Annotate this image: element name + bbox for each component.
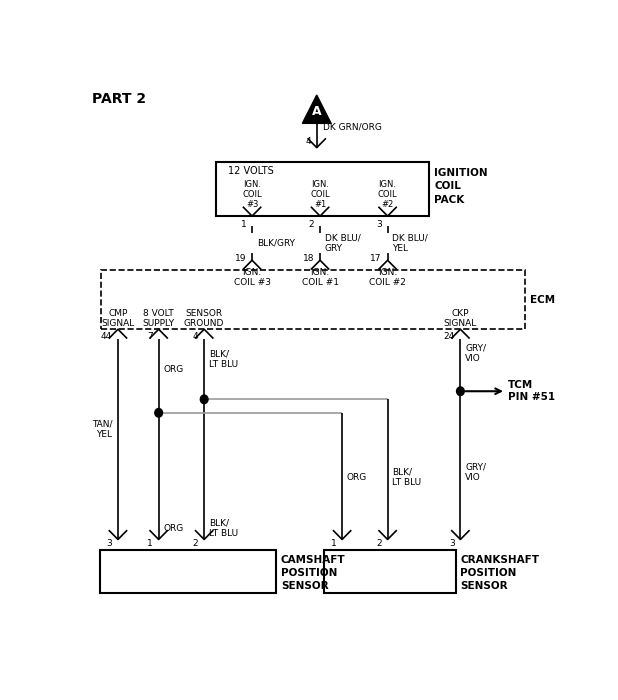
Text: DK BLU/
GRY: DK BLU/ GRY [325, 233, 361, 253]
Text: IGN.
COIL
#3: IGN. COIL #3 [242, 180, 262, 209]
Text: IGN.
COIL #2: IGN. COIL #2 [369, 268, 406, 287]
Text: ORG: ORG [347, 473, 367, 482]
Text: IGN.
COIL #1: IGN. COIL #1 [302, 268, 339, 287]
Text: GRY/
VIO: GRY/ VIO [465, 463, 486, 482]
Text: 2: 2 [309, 220, 315, 230]
Text: TAN/
YEL: TAN/ YEL [91, 419, 112, 439]
Text: 3: 3 [376, 220, 382, 230]
Text: BLK/GRY: BLK/GRY [257, 239, 295, 248]
Text: 1: 1 [147, 539, 153, 547]
Text: 3: 3 [106, 539, 112, 547]
Text: CKP
SIGNAL: CKP SIGNAL [444, 309, 477, 328]
Text: 2: 2 [193, 539, 198, 547]
Circle shape [200, 395, 208, 404]
Text: 12 VOLTS: 12 VOLTS [228, 166, 274, 176]
Text: CRANKSHAFT
POSITION
SENSOR: CRANKSHAFT POSITION SENSOR [460, 554, 540, 591]
Polygon shape [302, 95, 331, 123]
Text: ORG: ORG [163, 524, 184, 533]
Text: TCM
PIN #51: TCM PIN #51 [509, 380, 556, 402]
Text: BLK/
LT BLU: BLK/ LT BLU [209, 349, 238, 369]
Text: PART 2: PART 2 [91, 92, 146, 106]
Text: 8 VOLT
SUPPLY: 8 VOLT SUPPLY [143, 309, 175, 328]
Text: 3: 3 [449, 539, 455, 547]
Text: IGN.
COIL #3: IGN. COIL #3 [234, 268, 271, 287]
Text: 4: 4 [305, 137, 311, 146]
Text: A: A [312, 105, 321, 118]
Text: GRY/
VIO: GRY/ VIO [465, 344, 486, 363]
Circle shape [457, 387, 464, 395]
Text: BLK/
LT BLU: BLK/ LT BLU [392, 468, 421, 487]
Text: 1: 1 [331, 539, 336, 547]
Text: 2: 2 [376, 539, 382, 547]
FancyBboxPatch shape [100, 550, 276, 594]
Text: 17: 17 [370, 253, 382, 262]
Text: 7: 7 [147, 332, 153, 341]
Text: CAMSHAFT
POSITION
SENSOR: CAMSHAFT POSITION SENSOR [281, 554, 345, 591]
Text: SENSOR
GROUND: SENSOR GROUND [184, 309, 224, 328]
FancyBboxPatch shape [216, 162, 430, 216]
Text: IGN.
COIL
#1: IGN. COIL #1 [310, 180, 330, 209]
Circle shape [155, 409, 163, 417]
Text: troubleshootmyvehicle.com: troubleshootmyvehicle.com [240, 188, 405, 201]
Text: ORG: ORG [163, 365, 184, 375]
Text: 4: 4 [193, 332, 198, 341]
Text: IGN.
COIL
#2: IGN. COIL #2 [378, 180, 397, 209]
Text: IGNITION
COIL
PACK: IGNITION COIL PACK [434, 168, 488, 204]
Text: 44: 44 [101, 332, 112, 341]
Text: ECM: ECM [530, 295, 555, 304]
Text: DK BLU/
YEL: DK BLU/ YEL [392, 233, 428, 253]
FancyBboxPatch shape [324, 550, 455, 594]
Text: 18: 18 [303, 253, 315, 262]
Text: DK GRN/ORG: DK GRN/ORG [323, 122, 382, 131]
Text: BLK/
LT BLU: BLK/ LT BLU [209, 519, 238, 538]
Text: CMP
SIGNAL: CMP SIGNAL [101, 309, 135, 328]
Text: 1: 1 [240, 220, 247, 230]
Text: 24: 24 [443, 332, 455, 341]
FancyBboxPatch shape [101, 270, 525, 329]
Text: 19: 19 [235, 253, 247, 262]
